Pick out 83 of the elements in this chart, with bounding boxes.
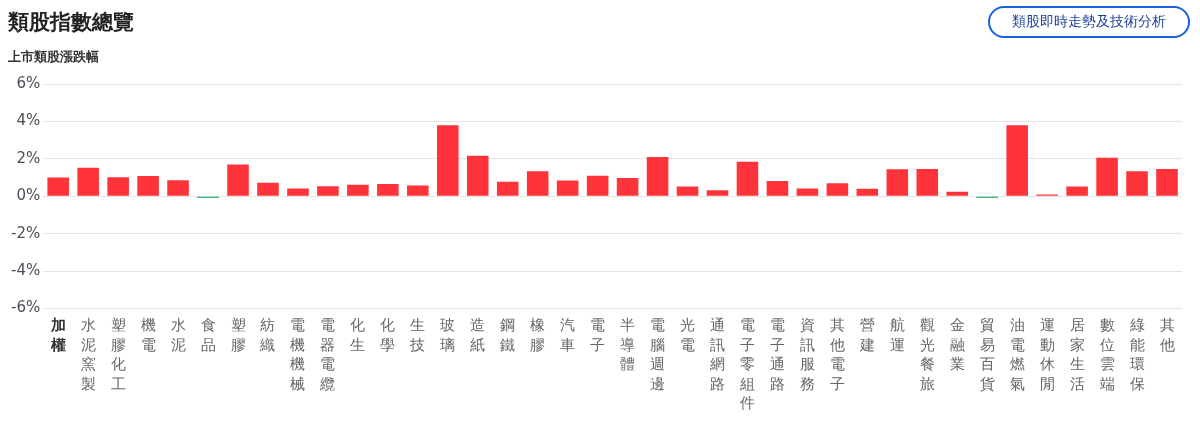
bar: [706, 190, 729, 196]
x-tick-label: 橡膠: [530, 316, 546, 354]
x-tick-label: 金融業: [949, 316, 965, 374]
x-tick-label: 生技: [409, 316, 426, 354]
bar: [586, 175, 609, 196]
bar: [826, 183, 849, 196]
x-tick-label: 電機機械: [290, 316, 306, 393]
bar: [856, 188, 879, 196]
x-tick-label: 水泥: [170, 316, 186, 354]
x-tick-label: 通訊網路: [708, 316, 725, 393]
bar: [496, 181, 519, 196]
x-tick-label: 油電燃氣: [1009, 316, 1025, 393]
bar: [736, 161, 759, 196]
bar: [466, 155, 489, 196]
x-tick-label: 塑膠化工: [110, 316, 126, 393]
bar: [1156, 168, 1178, 196]
x-tick-label: 其他電子: [829, 316, 845, 393]
bar: [526, 171, 549, 196]
bar: [167, 180, 189, 196]
x-tick-label: 食品: [200, 316, 216, 354]
x-tick-label: 電腦週邊: [650, 316, 666, 393]
bar: [886, 169, 909, 196]
x-tick-label: 紡織: [259, 316, 276, 354]
y-tick-label: 2%: [16, 148, 41, 167]
y-tick-label: 4%: [16, 111, 41, 130]
x-tick-label: 水泥窯製: [80, 316, 96, 393]
bar: [1126, 171, 1148, 196]
x-tick-label: 運動休閒: [1039, 316, 1055, 393]
x-tick-label: 電子: [590, 316, 606, 354]
x-tick-label: 化生: [350, 316, 366, 354]
x-tick-label: 電器電纜: [319, 316, 336, 393]
bar: [676, 186, 699, 196]
x-tick-label: 玻璃: [440, 316, 456, 354]
bar: [1096, 157, 1118, 196]
bar: [107, 177, 129, 196]
bar: [137, 176, 159, 196]
bar: [1066, 186, 1088, 196]
y-tick-label: -6%: [10, 298, 41, 317]
y-tick-label: 6%: [16, 73, 41, 92]
x-tick-label: 綠能環保: [1128, 316, 1145, 393]
bar: [616, 177, 639, 196]
x-tick-label: 數位雲端: [1099, 316, 1115, 393]
x-tick-label: 其他: [1159, 316, 1175, 354]
x-tick-label: 航運: [889, 316, 905, 354]
bar: [317, 186, 339, 196]
x-tick-label: 化學: [380, 316, 396, 354]
bar: [916, 168, 939, 196]
bar: [77, 167, 99, 196]
bar: [227, 164, 249, 196]
bar: [407, 185, 429, 196]
x-tick-label: 汽車: [560, 316, 576, 354]
x-tick-label: 營建: [858, 316, 875, 354]
bar: [646, 156, 669, 196]
x-tick-label: 加權: [49, 316, 66, 354]
bar: [1006, 125, 1028, 196]
bar: [347, 184, 369, 196]
x-tick-label: 機電: [140, 316, 156, 354]
x-tick-label: 半導體: [620, 316, 636, 374]
x-tick-label: 觀光餐旅: [919, 316, 935, 393]
x-tick-label: 造紙: [470, 316, 486, 354]
bar: [377, 183, 399, 196]
bar: [946, 191, 969, 196]
bar: [47, 177, 69, 196]
bar: [556, 180, 579, 196]
x-tick-label: 光電: [680, 316, 696, 354]
x-tick-label: 電子通路: [769, 316, 785, 393]
y-tick-label: -4%: [10, 260, 41, 279]
bar: [766, 180, 789, 196]
bar: [257, 182, 279, 196]
x-tick-label: 資訊服務: [799, 316, 815, 393]
x-tick-label: 電子零組件: [738, 316, 755, 413]
x-tick-label: 塑膠: [230, 316, 246, 354]
button: 類股即時走勢及技術分析: [988, 6, 1190, 38]
bar: [287, 188, 309, 196]
bar: [436, 125, 459, 196]
x-tick-label: 貿易百貨: [979, 316, 995, 393]
x-tick-label: 居家生活: [1069, 316, 1085, 393]
y-tick-label: -2%: [10, 223, 41, 242]
y-tick-label: 0%: [16, 186, 41, 205]
chart-title: 類股指數總覽: [8, 9, 134, 36]
bar: [796, 188, 819, 196]
x-tick-label: 鋼鐵: [500, 316, 516, 354]
y-axis-title: 上市類股漲跌幅: [8, 48, 99, 66]
